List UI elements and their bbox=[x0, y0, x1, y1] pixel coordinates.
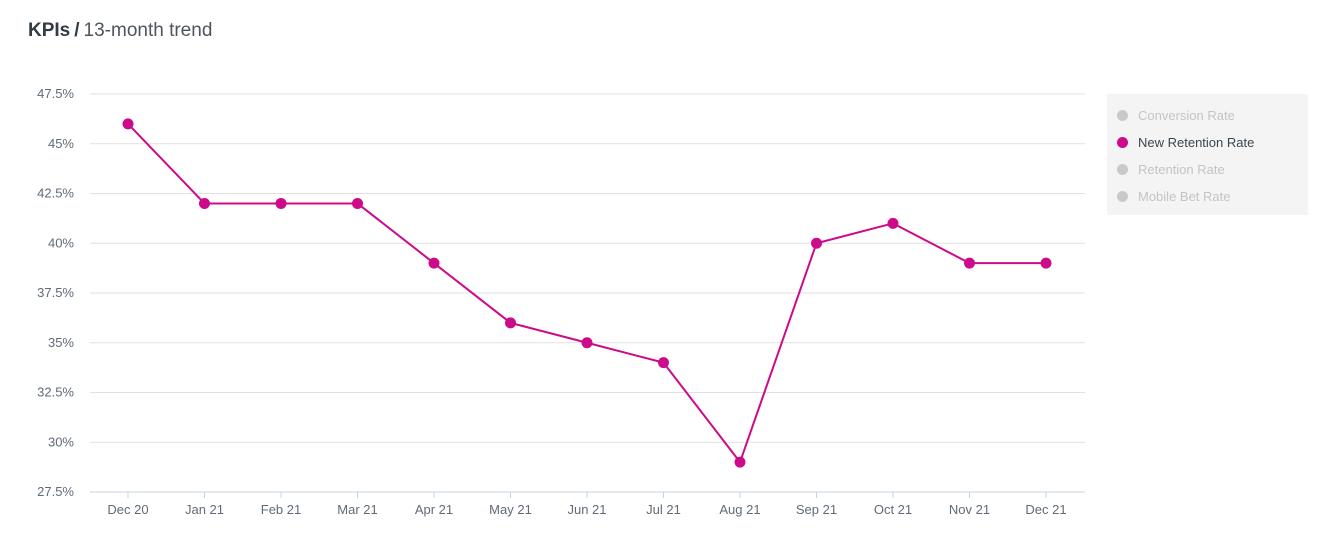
data-point bbox=[964, 257, 975, 269]
data-point bbox=[734, 456, 746, 468]
title-separator: / bbox=[74, 20, 80, 41]
x-tick-label: Jun 21 bbox=[567, 502, 606, 517]
chart-header: KPIs/13-month trend bbox=[28, 20, 212, 42]
grid-lines bbox=[90, 93, 1085, 443]
legend-label: Conversion Rate bbox=[1138, 107, 1235, 123]
legend-label: Retention Rate bbox=[1138, 161, 1225, 177]
x-tick-label: Oct 21 bbox=[874, 502, 912, 517]
y-tick-label: 42.5% bbox=[37, 186, 74, 201]
legend-dot-icon bbox=[1117, 163, 1128, 175]
y-tick-label: 40% bbox=[48, 235, 74, 250]
legend-item-conversion-rate[interactable]: Conversion Rate bbox=[1117, 105, 1235, 125]
legend-dot-icon bbox=[1117, 136, 1128, 148]
y-tick-label: 47.5% bbox=[37, 86, 74, 101]
y-axis-labels: 27.5% 30% 32.5% 35% 37.5% 40% 42.5% 45% 47.5% bbox=[37, 86, 74, 499]
data-point bbox=[275, 197, 287, 209]
x-tick-label: Aug 21 bbox=[719, 502, 760, 517]
x-axis-labels: Dec 20 Jan 21 Feb 21 Mar 21 Apr 21 May 21 Jun … bbox=[107, 502, 1066, 517]
data-point bbox=[199, 197, 210, 209]
data-point bbox=[122, 118, 134, 130]
data-point bbox=[887, 217, 899, 229]
y-tick-label: 27.5% bbox=[37, 484, 74, 499]
legend-item-retention-rate[interactable]: Retention Rate bbox=[1117, 159, 1225, 179]
legend-label: New Retention Rate bbox=[1138, 134, 1255, 150]
y-tick-label: 37.5% bbox=[37, 285, 74, 300]
x-tick-label: Feb 21 bbox=[261, 502, 301, 517]
series-new-retention-rate bbox=[122, 118, 1052, 468]
x-tick-label: Apr 21 bbox=[415, 502, 453, 517]
data-point bbox=[581, 337, 593, 349]
x-tick-label: Jul 21 bbox=[646, 502, 681, 517]
x-tick-label: Mar 21 bbox=[337, 502, 377, 517]
data-point bbox=[658, 357, 669, 369]
x-axis bbox=[90, 491, 1085, 498]
x-tick-label: Jan 21 bbox=[185, 502, 224, 517]
y-tick-label: 35% bbox=[48, 335, 74, 350]
page-title: KPIs bbox=[28, 20, 71, 41]
data-point bbox=[811, 237, 822, 249]
y-tick-label: 32.5% bbox=[37, 385, 74, 400]
legend-label: Mobile Bet Rate bbox=[1138, 188, 1231, 204]
y-tick-label: 30% bbox=[48, 434, 74, 449]
data-point bbox=[352, 197, 363, 209]
x-tick-label: Dec 20 bbox=[107, 502, 148, 517]
x-tick-label: Sep 21 bbox=[796, 502, 837, 517]
data-point bbox=[505, 317, 516, 329]
legend-item-mobile-bet-rate[interactable]: Mobile Bet Rate bbox=[1117, 186, 1231, 206]
y-tick-label: 45% bbox=[48, 136, 74, 151]
legend-dot-icon bbox=[1117, 109, 1128, 121]
legend: Conversion Rate New Retention Rate Reten… bbox=[1107, 94, 1308, 215]
x-tick-label: Nov 21 bbox=[949, 502, 990, 517]
data-point bbox=[428, 257, 440, 269]
legend-item-new-retention-rate[interactable]: New Retention Rate bbox=[1117, 132, 1254, 152]
data-point bbox=[1040, 257, 1052, 269]
legend-dot-icon bbox=[1117, 190, 1128, 202]
x-tick-label: Dec 21 bbox=[1025, 502, 1066, 517]
x-tick-label: May 21 bbox=[489, 502, 532, 517]
page-subtitle: 13-month trend bbox=[83, 20, 213, 41]
